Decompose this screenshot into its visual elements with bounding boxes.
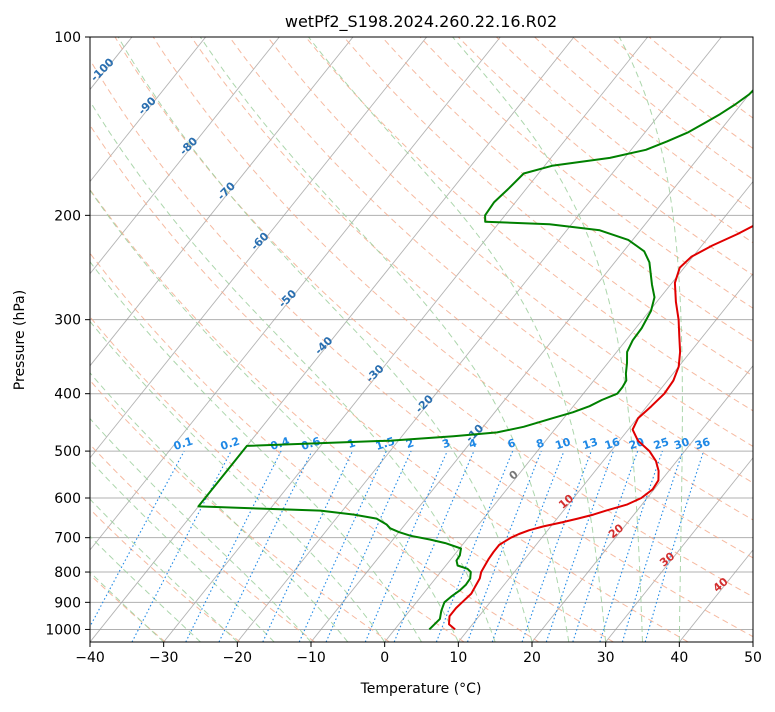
y-axis-label: Pressure (hPa) [12,290,28,390]
x-tick-label: 10 [449,650,467,666]
x-axis-label: Temperature (°C) [360,681,482,697]
x-tick-label: 30 [597,650,615,666]
x-tick-label: 0 [380,650,389,666]
x-tick-label: 20 [523,650,541,666]
x-tick-label: −30 [149,650,179,666]
x-tick-label: −40 [75,650,105,666]
x-tick-label: −10 [296,650,326,666]
x-tick-label: 50 [744,650,762,666]
y-tick-label: 1000 [45,622,81,638]
y-tick-label: 700 [54,531,81,547]
y-tick-label: 500 [54,444,81,460]
x-tick-label: −20 [223,650,253,666]
y-tick-label: 200 [54,208,81,224]
y-tick-label: 400 [54,387,81,403]
y-tick-label: 300 [54,313,81,329]
x-tick-label: 40 [670,650,688,666]
chart-title: wetPf2_S198.2024.260.22.16.R02 [285,12,557,32]
y-tick-label: 800 [54,565,81,581]
y-tick-label: 100 [54,30,81,46]
y-tick-label: 600 [54,491,81,507]
y-tick-label: 900 [54,595,81,611]
